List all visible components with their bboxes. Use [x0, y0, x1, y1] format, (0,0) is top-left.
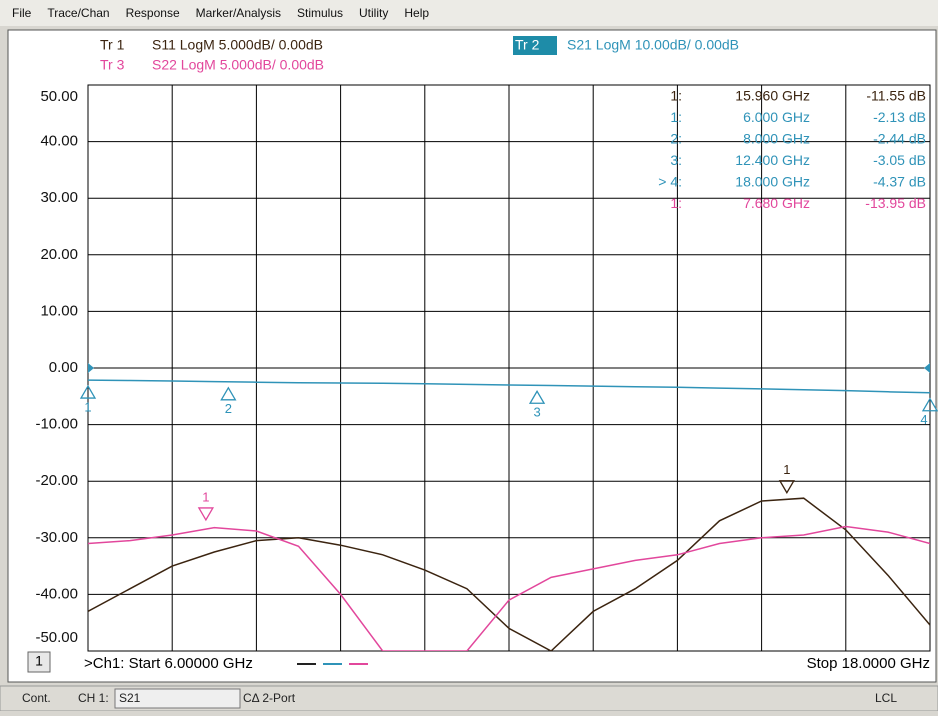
readout-response: -4.37 dB [873, 174, 926, 190]
readout-stimulus: 7.680 GHz [743, 195, 810, 211]
readout-response: -2.13 dB [873, 109, 926, 125]
readout-label: 3: [670, 152, 682, 168]
trace-id: Tr 3 [100, 57, 125, 73]
start-label: >Ch1: Start 6.00000 GHz [84, 655, 253, 672]
status-trace: S21 [119, 691, 141, 705]
menu-bar [0, 0, 938, 26]
y-tick-label: 50.00 [40, 88, 78, 105]
menu-item[interactable]: Utility [359, 6, 388, 20]
marker-tag: 2 [225, 401, 232, 416]
marker-tag: 1 [783, 462, 790, 477]
trace-setting: S21 LogM 10.00dB/ 0.00dB [567, 37, 739, 53]
trace-id: Tr 2 [515, 37, 540, 53]
marker-tag: 3 [533, 405, 540, 420]
readout-stimulus: 6.000 GHz [743, 109, 810, 125]
readout-response: -2.44 dB [873, 131, 926, 147]
status-mode: Cont. [22, 691, 51, 705]
status-remote: LCL [875, 691, 897, 705]
readout-label: 1: [670, 195, 682, 211]
readout-label: > 4: [658, 174, 682, 190]
readout-response: -11.55 dB [866, 88, 926, 104]
menu-item[interactable]: Marker/Analysis [196, 6, 281, 20]
readout-stimulus: 8.000 GHz [743, 131, 810, 147]
y-tick-label: 30.00 [40, 189, 78, 206]
y-tick-label: -40.00 [35, 585, 78, 602]
marker-tag: 4 [920, 412, 927, 427]
readout-label: 2: [670, 131, 682, 147]
readout-response: -13.95 dB [865, 195, 926, 211]
y-tick-label: -30.00 [35, 529, 78, 546]
trace-id: Tr 1 [100, 37, 125, 53]
menu-item[interactable]: Response [126, 6, 180, 20]
readout-label: 1: [670, 109, 682, 125]
channel-box [27, 651, 51, 673]
traces [88, 379, 930, 651]
trace-setting: S22 LogM 5.000dB/ 0.00dB [152, 57, 324, 73]
readout-response: -3.05 dB [873, 152, 926, 168]
status-trace-box [114, 688, 241, 709]
y-tick-label: -50.00 [35, 629, 78, 646]
menu-item[interactable]: File [12, 6, 32, 20]
y-tick-label: 10.00 [40, 302, 78, 319]
marker-tag: 1 [84, 399, 91, 414]
status-cal: CΔ 2-Port [243, 691, 296, 705]
marker-triangle [528, 389, 546, 404]
y-tick-label: -10.00 [35, 416, 78, 433]
reference-arrow [924, 363, 930, 373]
trace-setting: S11 LogM 5.000dB/ 0.00dB [152, 37, 323, 53]
trace-line [88, 525, 930, 651]
menu-item[interactable]: Help [404, 6, 429, 20]
y-tick-label: 0.00 [49, 359, 78, 376]
marker-tag: 1 [202, 489, 209, 504]
readout-label: 1: [670, 88, 682, 104]
readout-stimulus: 15.960 GHz [735, 88, 810, 104]
status-channel: CH 1: [78, 691, 109, 705]
menu-item[interactable]: Trace/Chan [47, 6, 109, 20]
y-tick-label: 20.00 [40, 246, 78, 263]
marker-triangle [220, 386, 237, 401]
y-tick-label: 40.00 [40, 133, 78, 150]
readout-stimulus: 12.400 GHz [735, 152, 810, 168]
menu-item[interactable]: Stimulus [297, 6, 343, 20]
marker-triangle [197, 507, 215, 522]
reference-arrow [88, 363, 94, 373]
readout-stimulus: 18.000 GHz [735, 174, 810, 190]
marker-triangle [778, 480, 795, 495]
active-trace-box [513, 36, 557, 55]
trace-line [88, 497, 930, 651]
trace-line [88, 379, 930, 394]
y-tick-label: -20.00 [35, 472, 78, 489]
stop-label: Stop 18.0000 GHz [807, 655, 930, 672]
marker-triangle [79, 384, 97, 399]
marker-triangle [921, 397, 938, 412]
channel-number: 1 [35, 653, 43, 669]
